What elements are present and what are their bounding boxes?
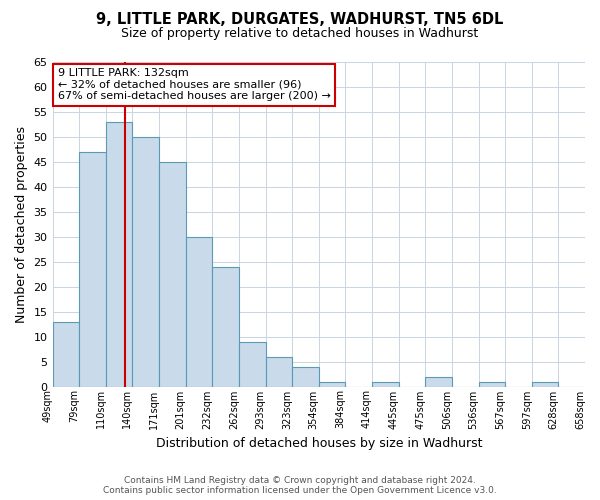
Bar (133, 136, 159, 386)
Text: 9 LITTLE PARK: 132sqm
← 32% of detached houses are smaller (96)
67% of semi-deta: 9 LITTLE PARK: 132sqm ← 32% of detached … (58, 68, 331, 101)
Bar (106, 122, 133, 386)
Bar (372, 382, 398, 386)
Text: 9, LITTLE PARK, DURGATES, WADHURST, TN5 6DL: 9, LITTLE PARK, DURGATES, WADHURST, TN5 … (97, 12, 503, 28)
Bar (185, 236, 212, 386)
Bar (79, 152, 106, 386)
Bar (212, 266, 239, 386)
X-axis label: Distribution of detached houses by size in Wadhurst: Distribution of detached houses by size … (155, 437, 482, 450)
Y-axis label: Number of detached properties: Number of detached properties (15, 126, 28, 322)
Text: Contains HM Land Registry data © Crown copyright and database right 2024.
Contai: Contains HM Land Registry data © Crown c… (103, 476, 497, 495)
Bar (53, 322, 79, 386)
Bar (319, 382, 346, 386)
Bar (292, 366, 319, 386)
Bar (239, 342, 266, 386)
Bar (479, 382, 505, 386)
Bar (159, 162, 185, 386)
Text: Size of property relative to detached houses in Wadhurst: Size of property relative to detached ho… (121, 28, 479, 40)
Bar (425, 376, 452, 386)
Bar (266, 356, 292, 386)
Bar (532, 382, 559, 386)
